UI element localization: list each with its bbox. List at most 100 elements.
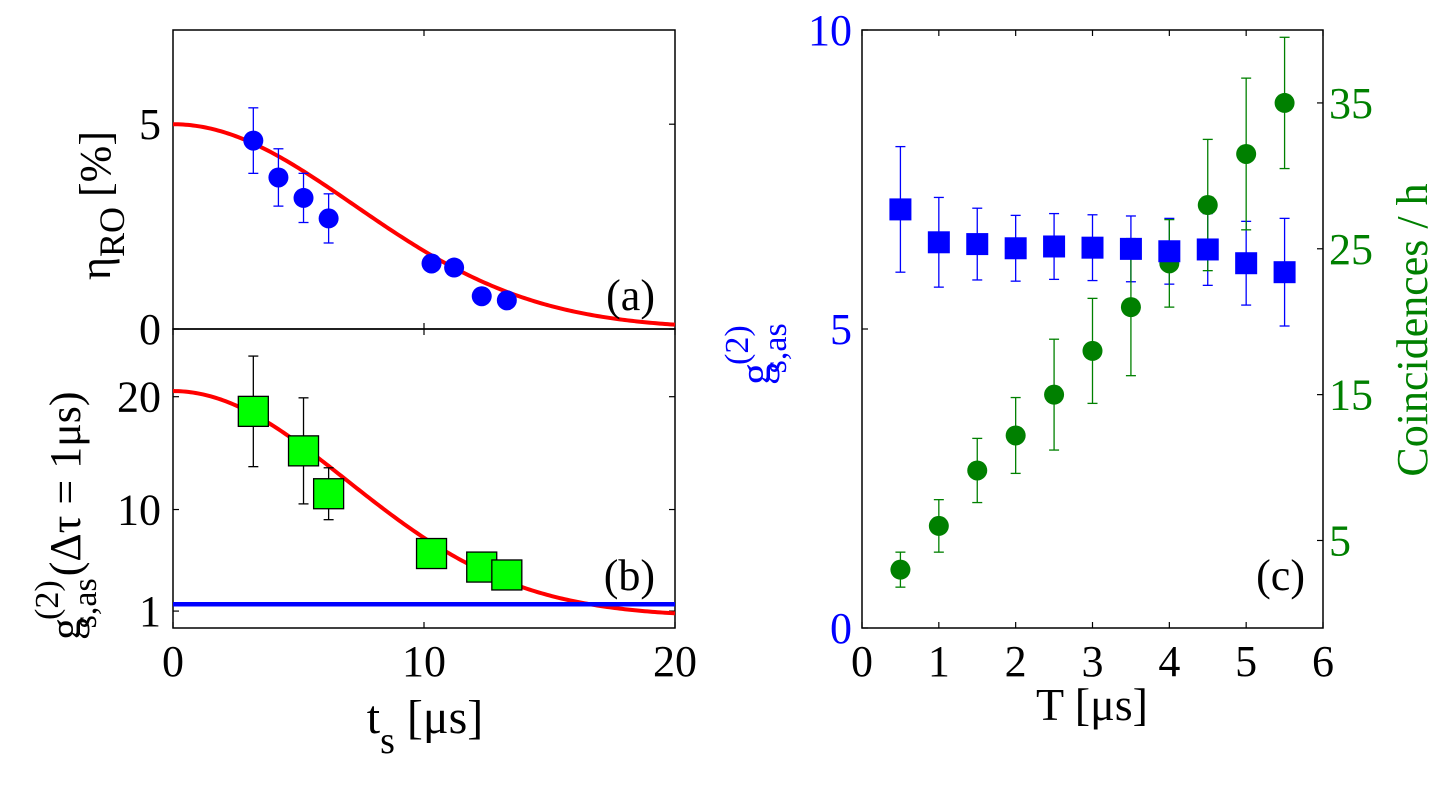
panel-b-ylabel-sup: (2) (29, 580, 66, 620)
g2-point-square (1196, 238, 1219, 261)
data-point-circle (268, 167, 289, 188)
right-ytick-label: 15 (1329, 371, 1373, 420)
left-ytick-label: 0 (830, 604, 852, 653)
g2-point-square (1158, 240, 1181, 263)
xtick-label: 1 (928, 637, 950, 686)
coincidence-point (1082, 340, 1103, 361)
panel-a-ylabel-sub: RO (92, 207, 132, 257)
data-point-square (287, 435, 320, 467)
coincidence-point (1197, 195, 1218, 216)
panel-c-left-ylabel: g(2)s,as (719, 323, 794, 385)
g2-point-square (1043, 235, 1066, 258)
panel-c-right-ylabel-text: Coincidences / h (1388, 183, 1437, 476)
right-ytick-label: 35 (1329, 79, 1373, 128)
coincidence-point (1120, 297, 1141, 318)
panel-b-xlabel-main: t (367, 691, 381, 744)
coincidence-point (1005, 425, 1026, 446)
xtick-label: 4 (1158, 637, 1180, 686)
left-ytick-label: 5 (830, 305, 852, 354)
panel-b-points (237, 395, 523, 591)
xtick-label: 3 (1082, 637, 1104, 686)
data-point-circle (496, 290, 517, 311)
panel-a: 05 (a) ηRO[%] (71, 29, 676, 354)
g2-point-square (889, 198, 912, 221)
panel-c-left-ytick-labels: 0 5 10 (808, 6, 852, 653)
panel-c-xtick-labels: 0 1 2 3 4 5 6 (851, 637, 1334, 686)
panel-b-xlabel: ts [μs] (367, 691, 484, 762)
panel-b-ylabel: g(2)s,as(Δτ = 1μs) (29, 391, 104, 640)
g2-point-square (1004, 237, 1027, 260)
panel-a-label: (a) (606, 271, 655, 320)
panel-b-label: (b) (604, 551, 655, 600)
xtick-label: 2 (1005, 637, 1027, 686)
coincidence-point (1236, 143, 1257, 164)
xtick-label: 6 (1312, 637, 1334, 686)
panel-b-ylabel-main: g (41, 618, 90, 640)
panel-b-ylabel-sub: s,as (67, 578, 104, 628)
panel-a-ylabel-unit: [%] (71, 131, 120, 197)
panel-a-ytick-labels: 05 (139, 100, 161, 354)
panel-c-right-ytick-labels: 5 15 25 35 (1329, 79, 1373, 566)
panel-b-ytick-labels: 1 10 20 (117, 373, 161, 636)
data-point-square (415, 537, 448, 570)
g2-point-square (1081, 236, 1104, 259)
data-point-square (312, 478, 345, 510)
panel-b: 1 10 20 0 10 20 (b) g(2)s,as(Δτ = 1μs) ts [μs… (29, 328, 697, 762)
panel-a-ylabel-main: η (71, 257, 120, 280)
panel-b-frame (172, 328, 676, 629)
panel-c-xlabel: T [μs] (1036, 679, 1148, 730)
ytick-label: 0 (139, 305, 161, 354)
panel-c-left-ylabel-main: g (731, 363, 780, 385)
panel-a-ylabel: ηRO [%] (71, 131, 132, 280)
g2-point-square (1235, 252, 1258, 275)
panel-a-fit (172, 122, 676, 327)
data-point-circle (243, 130, 264, 151)
data-point-circle (293, 187, 314, 208)
data-point-square (237, 395, 269, 428)
panel-a-points (243, 130, 517, 311)
panel-c-left-ylabel-sup: (2) (719, 325, 756, 365)
panel-b-xtick-labels: 0 10 20 (162, 637, 697, 686)
coincidence-point (928, 515, 949, 536)
svg-text:g(2)s,as: g(2)s,as (719, 323, 794, 385)
panel-b-xlabel-unit: [μs] (407, 691, 483, 744)
panel-c-points (889, 92, 1296, 580)
xtick-label: 0 (851, 637, 873, 686)
coincidence-point (967, 460, 988, 481)
ytick-label: 20 (117, 373, 161, 422)
panel-c-ticks (861, 29, 1324, 629)
right-ytick-label: 25 (1329, 225, 1373, 274)
right-ytick-label: 5 (1329, 516, 1351, 565)
ytick-label: 10 (117, 486, 161, 535)
panel-c-errorbars (895, 36, 1290, 588)
xtick-label: 5 (1235, 637, 1257, 686)
panel-a-ticks (173, 30, 675, 330)
g2-point-square (927, 231, 950, 254)
panel-c-label: (c) (1256, 551, 1305, 600)
xtick-label: 20 (653, 637, 697, 686)
panel-a-frame (172, 29, 676, 330)
ytick-label: 1 (139, 587, 161, 636)
svg-text:g(2)s,as(Δτ = 1μs): g(2)s,as(Δτ = 1μs) (29, 391, 104, 640)
data-point-circle (318, 208, 339, 229)
data-point-circle (471, 286, 492, 307)
panel-c-right-ylabel: Coincidences / h (1388, 183, 1437, 476)
svg-text:ηRO[%]: ηRO [%] (71, 131, 132, 280)
g2-point-square (1273, 261, 1296, 284)
coincidence-point (1044, 384, 1065, 405)
coincidence-point (890, 559, 911, 580)
xtick-label: 0 (162, 637, 184, 686)
fit-curve (172, 122, 676, 327)
data-point-circle (444, 257, 465, 278)
data-point-square (491, 559, 523, 591)
data-point-circle (421, 253, 442, 274)
g2-point-square (1119, 237, 1142, 260)
ytick-label: 5 (139, 100, 161, 149)
panel-b-ticks (172, 329, 676, 628)
coincidence-point (1274, 92, 1295, 113)
panel-b-xlabel-sub: s (380, 720, 395, 762)
g2-point-square (966, 233, 989, 256)
panel-b-ylabel-rest: (Δτ = 1μs) (41, 391, 90, 576)
xtick-label: 10 (402, 637, 446, 686)
